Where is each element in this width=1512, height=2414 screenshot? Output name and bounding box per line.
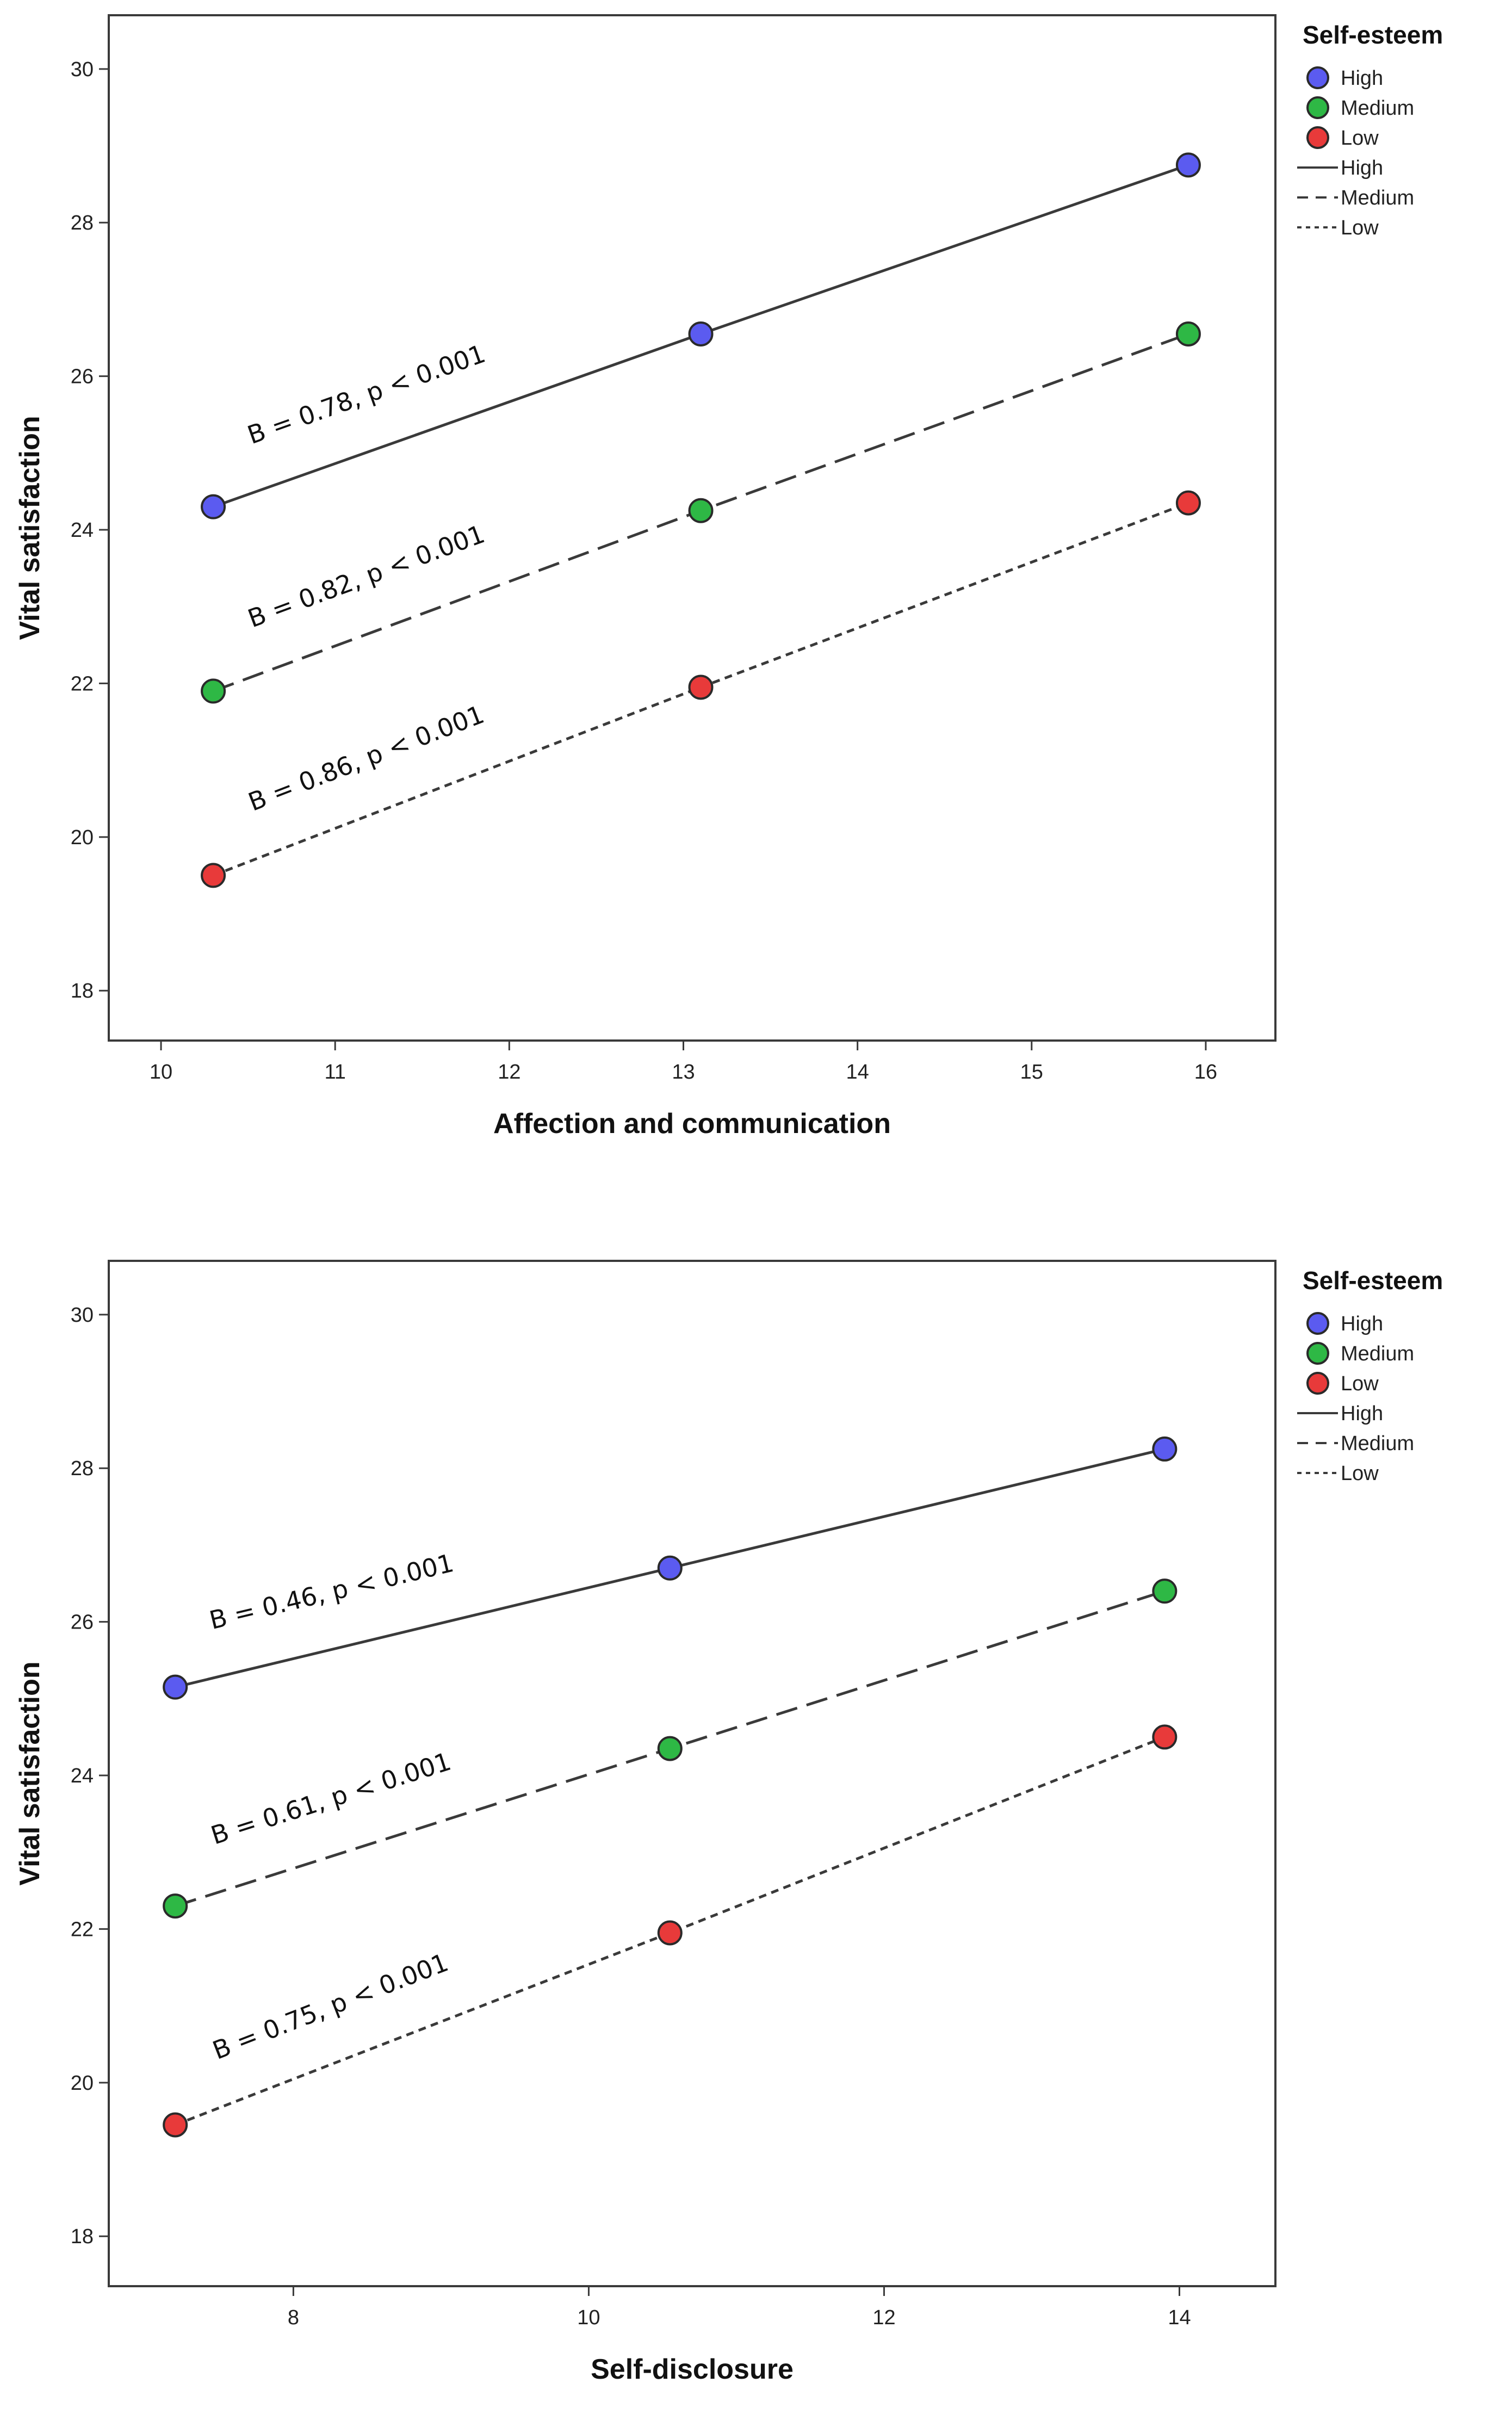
y-tick-label: 20 — [71, 826, 94, 849]
legend-marker-label-low: Low — [1341, 1372, 1379, 1395]
x-tick-label: 10 — [577, 2306, 600, 2329]
y-axis-title: Vital satisfaction — [14, 416, 46, 640]
legend-marker-label-high: High — [1341, 67, 1383, 90]
legend-marker-low — [1306, 126, 1329, 149]
data-point-low-2 — [1152, 1724, 1178, 1750]
y-tick-label: 18 — [71, 980, 94, 1002]
x-tick-label: 12 — [498, 1061, 520, 1084]
legend-title: Self-esteem — [1303, 1266, 1443, 1295]
legend-marker-label-low: Low — [1341, 127, 1379, 150]
annotation-high: B = 0.46, p < 0.001 — [207, 1548, 457, 1635]
plot-frame — [108, 1260, 1276, 2287]
data-point-medium-0 — [163, 1893, 188, 1919]
data-point-medium-0 — [201, 678, 226, 704]
y-axis-title: Vital satisfaction — [14, 1661, 46, 1885]
annotation-medium: B = 0.61, p < 0.001 — [207, 1747, 454, 1850]
y-tick-label: 26 — [71, 366, 94, 388]
x-tick-label: 12 — [872, 2306, 895, 2329]
x-tick-label: 10 — [150, 1061, 172, 1084]
legend-marker-low — [1306, 1372, 1329, 1395]
x-tick-label: 14 — [1168, 2306, 1191, 2329]
y-tick-label: 30 — [71, 58, 94, 81]
data-point-high-0 — [163, 1674, 188, 1700]
legend-marker-high — [1306, 66, 1329, 89]
legend-marker-high — [1306, 1312, 1329, 1335]
legend-line-label-medium: Medium — [1341, 1432, 1414, 1455]
legend-line-label-high: High — [1341, 157, 1383, 179]
y-tick-label: 18 — [71, 2225, 94, 2248]
data-point-high-2 — [1175, 152, 1201, 178]
data-point-low-1 — [657, 1920, 683, 1946]
data-point-high-0 — [201, 494, 226, 519]
legend-title: Self-esteem — [1303, 21, 1443, 49]
annotation-low: B = 0.86, p < 0.001 — [244, 700, 488, 817]
legend-marker-medium — [1306, 1342, 1329, 1365]
data-point-high-1 — [688, 321, 714, 346]
y-tick-label: 30 — [71, 1304, 94, 1327]
data-point-medium-2 — [1152, 1579, 1178, 1604]
annotation-high: B = 0.78, p < 0.001 — [244, 339, 489, 450]
chart-affection-communication: 18 20 22 24 26 28 30 10 11 12 13 14 15 16 Affection an… — [14, 14, 1443, 1140]
y-tick-label: 26 — [71, 1611, 94, 1634]
plot-frame — [108, 14, 1276, 1042]
legend-marker-label-medium: Medium — [1341, 1342, 1414, 1365]
chart-self-disclosure: 18 20 22 24 26 28 30 8 10 12 14 Self-disclosure Vita… — [14, 1260, 1443, 2385]
x-axis-title: Self-disclosure — [591, 2354, 794, 2385]
x-tick-label: 8 — [288, 2306, 299, 2329]
y-tick-label: 22 — [71, 1918, 94, 1941]
data-point-medium-1 — [688, 498, 714, 523]
data-point-low-1 — [688, 674, 714, 700]
data-point-high-2 — [1152, 1436, 1178, 1462]
data-point-low-0 — [201, 863, 226, 888]
legend-line-label-medium: Medium — [1341, 187, 1414, 209]
y-tick-label: 20 — [71, 2072, 94, 2095]
data-point-low-0 — [163, 2112, 188, 2138]
x-tick-label: 11 — [324, 1061, 345, 1084]
data-point-medium-2 — [1175, 321, 1201, 346]
y-tick-label: 24 — [71, 519, 94, 542]
data-point-medium-1 — [657, 1736, 683, 1761]
y-tick-label: 28 — [71, 1457, 94, 1480]
data-point-high-1 — [657, 1555, 683, 1581]
x-tick-label: 13 — [672, 1061, 695, 1084]
annotation-low: B = 0.75, p < 0.001 — [208, 1947, 452, 2065]
data-point-low-2 — [1175, 490, 1201, 516]
legend-line-label-low: Low — [1341, 216, 1379, 239]
series-line-low — [175, 1736, 1166, 2126]
x-tick-label: 16 — [1194, 1061, 1217, 1084]
x-axis-title: Affection and communication — [493, 1108, 891, 1140]
legend-marker-label-high: High — [1341, 1313, 1383, 1335]
x-tick-label: 14 — [846, 1061, 869, 1084]
legend-line-label-high: High — [1341, 1402, 1383, 1425]
y-tick-label: 28 — [71, 212, 94, 234]
y-tick-label: 22 — [71, 672, 94, 695]
y-tick-label: 24 — [71, 1765, 94, 1787]
legend-line-label-low: Low — [1341, 1462, 1379, 1485]
annotation-medium: B = 0.82, p < 0.001 — [244, 519, 488, 633]
x-tick-label: 15 — [1020, 1061, 1043, 1084]
legend-marker-label-medium: Medium — [1341, 97, 1414, 120]
legend-marker-medium — [1306, 96, 1329, 119]
